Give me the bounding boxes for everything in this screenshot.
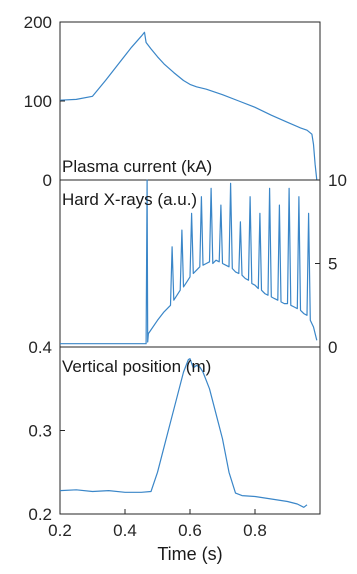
panel-plasma-current: Plasma current (kA) 0 100 200 [24,13,320,190]
vertical-position-y-tick-label: 0.3 [28,422,52,441]
panel-hard-xrays: Hard X-rays (a.u.) 0 5 10 [60,171,347,357]
hard-xrays-title: Hard X-rays (a.u.) [62,190,197,209]
vertical-position-title: Vertical position (m) [62,357,211,376]
hard-xrays-y-tick-label: 10 [328,171,347,190]
plasma-current-y-tick-label: 200 [24,13,52,32]
plasma-current-title: Plasma current (kA) [62,157,212,176]
time-x-tick-label: 0.2 [48,521,72,540]
plasma-current-y-tick-label: 0 [43,171,52,190]
time-x-tick-label: 0.6 [178,521,202,540]
hard-xrays-y-tick-label: 5 [328,255,337,274]
x-axis-label: Time (s) [157,544,222,564]
hard-xrays-y-tick-label: 0 [328,338,337,357]
panel-vertical-position: Vertical position (m) 0.20.30.4 0.2 0.4 0.… [28,338,320,564]
time-x-tick-label: 0.8 [243,521,267,540]
vertical-position-line [60,359,307,508]
plasma-current-y-tick-label: 100 [24,92,52,111]
vertical-position-y-tick-label: 0.4 [28,338,52,357]
time-x-tick-label: 0.4 [113,521,137,540]
plasma-current-y-axis: 0 100 200 [24,13,65,190]
